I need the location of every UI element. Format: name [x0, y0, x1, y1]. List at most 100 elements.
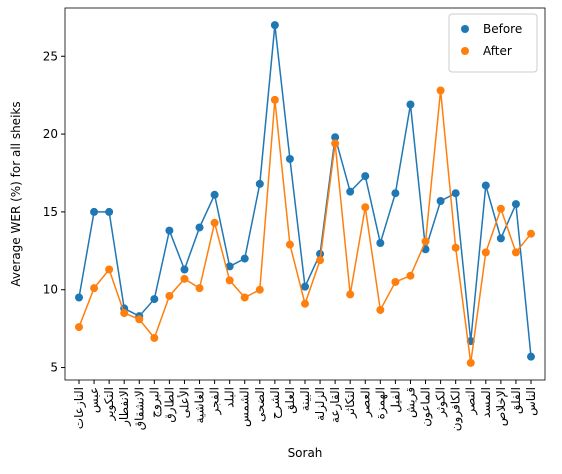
marker — [180, 274, 189, 283]
marker — [527, 229, 535, 238]
marker — [376, 305, 385, 314]
marker — [406, 100, 415, 109]
marker — [195, 284, 204, 293]
marker — [105, 265, 114, 274]
x-tick-label: الانفطار — [117, 387, 132, 427]
marker — [481, 181, 490, 190]
marker — [90, 207, 99, 216]
x-tick-label: الكافرون — [449, 387, 464, 431]
marker — [285, 240, 294, 249]
x-tick-label: الفيل — [388, 387, 402, 413]
marker — [406, 271, 415, 280]
series-line — [78, 90, 532, 363]
marker — [105, 207, 114, 216]
marker — [481, 248, 490, 257]
y-tick-label: 20 — [43, 127, 58, 141]
marker — [150, 333, 159, 342]
marker — [466, 358, 475, 367]
marker — [240, 293, 249, 302]
marker — [451, 243, 460, 252]
marker — [255, 285, 264, 294]
marker — [285, 154, 294, 163]
x-tick-label: الفجر — [208, 387, 223, 415]
marker — [316, 249, 325, 258]
x-tick-label: الهمزة — [373, 387, 388, 419]
marker — [90, 284, 99, 293]
marker — [301, 299, 309, 308]
y-tick-label: 15 — [43, 205, 58, 219]
marker — [511, 248, 520, 257]
marker — [421, 237, 430, 246]
x-tick-label: قريش — [403, 387, 418, 418]
marker — [436, 197, 445, 206]
x-tick-label: الطارق — [162, 387, 177, 423]
x-tick-label: العلق — [283, 387, 298, 414]
marker — [436, 86, 445, 95]
legend-box — [448, 13, 538, 73]
legend-marker — [461, 25, 469, 33]
marker — [240, 254, 249, 263]
marker — [120, 309, 129, 318]
marker — [346, 187, 355, 196]
marker — [255, 179, 264, 188]
marker — [391, 189, 400, 198]
x-tick-label: التكاثر — [343, 387, 358, 419]
x-tick-label: الزلزلة — [313, 387, 328, 421]
marker — [316, 256, 325, 265]
marker — [75, 323, 83, 332]
x-tick-label: الإخلاص — [494, 387, 509, 426]
x-tick-label: البينة — [298, 387, 312, 411]
legend-label: Before — [483, 22, 522, 36]
x-tick-label: البلد — [223, 387, 237, 408]
legend-label: After — [483, 44, 512, 58]
marker — [391, 277, 400, 286]
x-tick-label: البروج — [147, 387, 162, 418]
marker — [195, 223, 204, 232]
marker — [346, 290, 355, 299]
marker — [361, 203, 370, 212]
marker — [135, 315, 144, 324]
y-axis-label: Average WER (%) for all sheiks — [9, 101, 23, 286]
x-tick-label: الكوثر — [434, 387, 449, 418]
x-tick-label: الشرح — [268, 387, 283, 419]
marker — [511, 200, 520, 209]
marker — [225, 276, 234, 285]
x-tick-label: الناس — [524, 387, 539, 416]
marker — [451, 189, 460, 198]
marker — [210, 218, 219, 227]
marker — [270, 95, 279, 104]
marker — [496, 234, 505, 243]
marker — [165, 291, 174, 300]
x-tick-label: الأعلى — [176, 387, 191, 418]
marker — [376, 239, 385, 248]
x-tick-label: الانشقاق — [132, 387, 146, 430]
marker — [301, 282, 309, 291]
x-tick-label: النازعات — [72, 387, 87, 429]
x-tick-label: الغاشية — [193, 387, 207, 424]
x-tick-label: الماعون — [419, 387, 434, 427]
x-tick-label: الضحى — [253, 387, 267, 422]
legend-marker — [461, 47, 469, 55]
x-tick-label: القارعة — [328, 387, 343, 423]
x-tick-label: المسد — [479, 387, 493, 418]
marker — [496, 204, 505, 213]
x-tick-label: التكوير — [102, 387, 117, 421]
y-tick-label: 10 — [43, 283, 58, 297]
marker — [361, 172, 370, 181]
x-tick-label: عبس — [87, 387, 102, 413]
marker — [210, 190, 219, 199]
marker — [165, 226, 174, 235]
marker — [150, 295, 159, 304]
x-tick-label: العصر — [358, 387, 373, 418]
x-tick-label: الشمس — [238, 387, 253, 427]
marker — [180, 265, 189, 274]
marker — [75, 293, 83, 302]
y-tick-label: 5 — [50, 361, 58, 375]
x-tick-label: النصر — [464, 387, 479, 416]
marker — [527, 352, 535, 361]
x-tick-label: الفلق — [509, 387, 524, 414]
marker — [270, 21, 279, 30]
y-tick-label: 25 — [43, 49, 58, 63]
marker — [331, 133, 340, 142]
